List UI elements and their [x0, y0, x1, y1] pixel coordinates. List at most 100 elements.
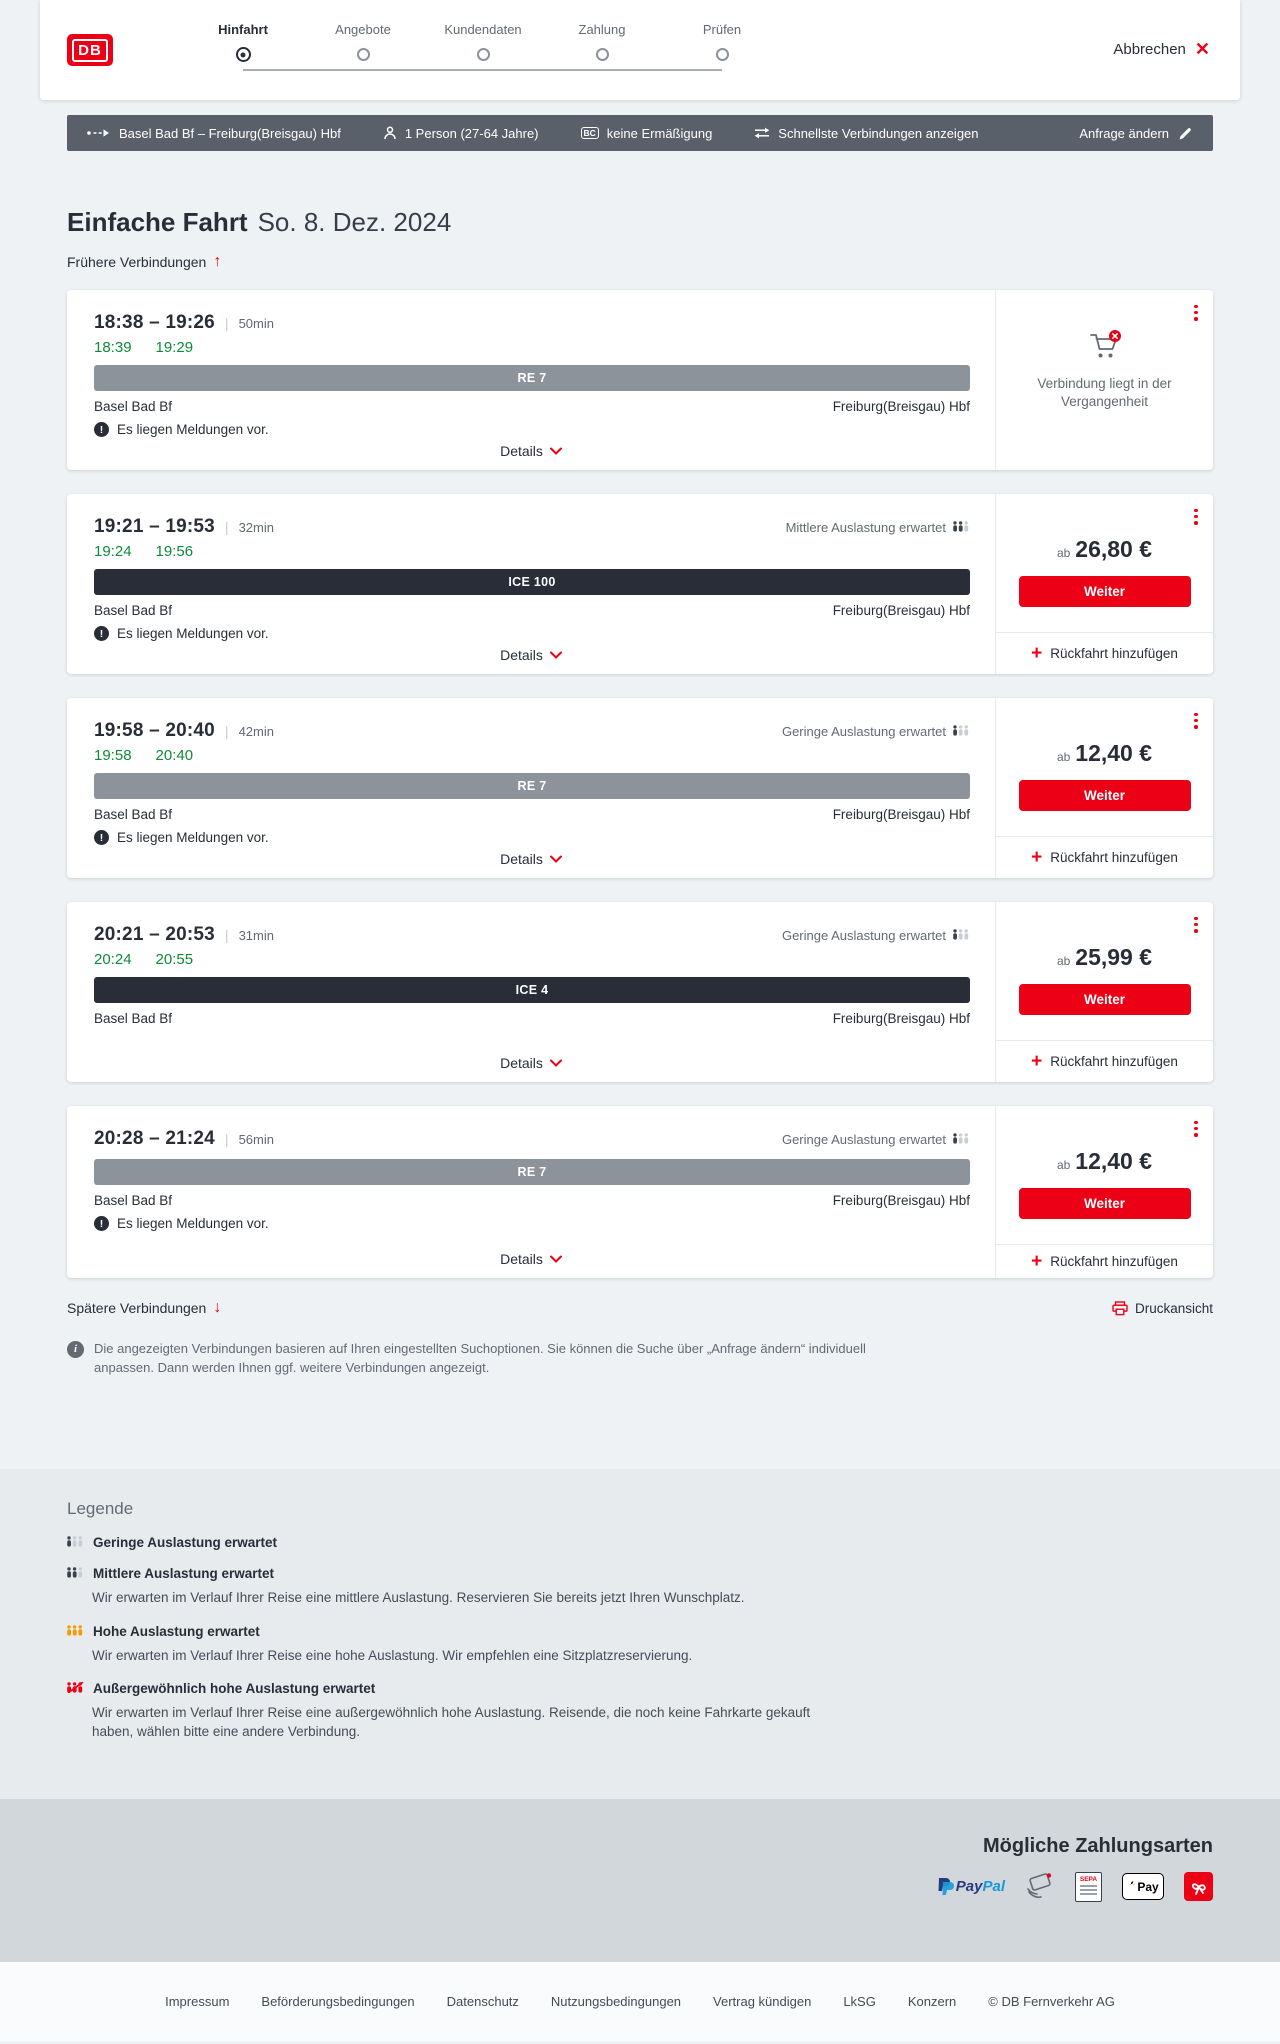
footer-link[interactable]: Impressum: [165, 1993, 230, 2009]
add-return-button[interactable]: + Rückfahrt hinzufügen: [1031, 847, 1178, 868]
legend-item-high: Hohe Auslastung erwartet Wir erwarten im…: [67, 1624, 1213, 1666]
destination-station: Freiburg(Breisgau) Hbf: [832, 1193, 970, 1208]
separator: |: [224, 927, 229, 943]
weiter-button[interactable]: Weiter: [1018, 780, 1191, 811]
step-dot-active: [235, 47, 251, 62]
plus-icon: +: [1031, 643, 1043, 664]
cancel-button[interactable]: Abbrechen ✕: [1113, 39, 1210, 59]
occupancy-medium-icon: [67, 1566, 84, 1581]
weiter-button[interactable]: Weiter: [1018, 984, 1191, 1015]
arrow-up-icon: ↑: [213, 253, 222, 270]
messages-note: ! Es liegen Meldungen vor.: [94, 626, 970, 641]
earlier-connections-link[interactable]: Frühere Verbindungen ↑: [67, 253, 222, 271]
weiter-button[interactable]: Weiter: [1018, 576, 1191, 607]
add-return-button[interactable]: + Rückfahrt hinzufügen: [1031, 1051, 1178, 1072]
connection-main: 19:58 – 20:40 | 42min Geringe Auslastung…: [67, 698, 995, 878]
footer-link[interactable]: LkSG: [843, 1993, 876, 2009]
connection-time: 19:58 – 20:40: [94, 720, 215, 741]
details-toggle[interactable]: Details: [67, 1055, 995, 1071]
realtime-arrival: 20:55: [155, 951, 194, 968]
edit-request-button[interactable]: Anfrage ändern: [1079, 126, 1193, 141]
train-label: RE 7: [94, 365, 970, 391]
details-toggle[interactable]: Details: [67, 647, 995, 663]
price-prefix: ab: [1056, 750, 1071, 764]
step-dot: [356, 48, 370, 61]
legend-title: Legende: [67, 1498, 134, 1518]
step-kundendaten: Kundendaten: [423, 22, 543, 61]
train-label: RE 7: [94, 773, 970, 799]
occupancy-icon: [953, 1132, 970, 1147]
fastest-connections-option[interactable]: Schnellste Verbindungen anzeigen: [754, 126, 979, 141]
more-options-menu[interactable]: [1192, 912, 1200, 937]
price-value: 26,80 €: [1075, 536, 1153, 562]
origin-station: Basel Bad Bf: [94, 399, 173, 414]
connection-duration: 56min: [238, 1132, 274, 1147]
price-value: 12,40 €: [1075, 740, 1153, 766]
occupancy-icon: [953, 928, 970, 943]
footer-link[interactable]: Nutzungsbedingungen: [550, 1993, 682, 2009]
stepper-line: [243, 69, 722, 71]
price-prefix: ab: [1056, 546, 1071, 560]
journey-icon: [87, 129, 109, 137]
footer-link[interactable]: Vertrag kündigen: [713, 1993, 812, 2009]
footer-link[interactable]: Datenschutz: [446, 1993, 519, 2009]
realtime-departure: 19:58: [94, 747, 132, 764]
connection-card: 20:28 – 21:24 | 56min Geringe Auslastung…: [67, 1106, 1213, 1278]
more-options-menu[interactable]: [1192, 300, 1200, 325]
booking-stepper: Hinfahrt Angebote Kundendaten Zahlung Pr…: [200, 22, 770, 82]
train-label: ICE 4: [94, 977, 970, 1003]
connection-main: 20:28 – 21:24 | 56min Geringe Auslastung…: [67, 1106, 995, 1278]
details-toggle[interactable]: Details: [67, 443, 995, 459]
destination-station: Freiburg(Breisgau) Hbf: [832, 399, 970, 414]
occupancy-indicator: Geringe Auslastung erwartet: [782, 724, 970, 739]
connection-time: 19:21 – 19:53: [94, 516, 215, 537]
details-toggle[interactable]: Details: [67, 1251, 995, 1267]
realtime-arrival: 19:29: [155, 339, 194, 356]
connection-side-panel: ab 26,80 € Weiter + Rückfahrt hinzufügen: [995, 494, 1213, 674]
step-angebote: Angebote: [303, 22, 423, 61]
realtime-arrival: 19:56: [155, 543, 194, 560]
connection-card: 19:58 – 20:40 | 42min Geringe Auslastung…: [67, 698, 1213, 878]
step-pruefen: Prüfen: [662, 22, 782, 61]
origin-station: Basel Bad Bf: [94, 1193, 173, 1208]
occupancy-label: Geringe Auslastung erwartet: [781, 1132, 946, 1147]
more-options-menu[interactable]: [1192, 708, 1200, 733]
separator: |: [224, 315, 229, 331]
print-view-link[interactable]: Druckansicht: [1112, 1301, 1213, 1316]
db-logo-text: DB: [72, 38, 108, 62]
connection-main: 19:21 – 19:53 | 32min Mittlere Auslastun…: [67, 494, 995, 674]
footer-link[interactable]: Beförderungsbedingungen: [261, 1993, 415, 2009]
page-title: Einfache Fahrt So. 8. Dez. 2024: [67, 207, 452, 237]
add-return-button[interactable]: + Rückfahrt hinzufügen: [1031, 1251, 1178, 1272]
later-connections-link[interactable]: Spätere Verbindungen ↓: [67, 1299, 222, 1317]
more-options-menu[interactable]: [1192, 504, 1200, 529]
printer-icon: [1112, 1300, 1128, 1315]
more-options-menu[interactable]: [1192, 1116, 1200, 1141]
connection-main: 20:21 – 20:53 | 31min Geringe Auslastung…: [67, 902, 995, 1082]
connection-duration: 31min: [238, 928, 274, 943]
connection-duration: 50min: [238, 316, 274, 331]
step-dot: [476, 48, 490, 61]
destination-station: Freiburg(Breisgau) Hbf: [832, 807, 970, 822]
chevron-down-icon: [549, 1059, 562, 1067]
copyright-text: © DB Fernverkehr AG: [988, 1993, 1115, 2009]
train-label: ICE 100: [94, 569, 970, 595]
connection-card: 18:38 – 19:26 | 50min 18:39 19:29 RE 7 B…: [67, 290, 1213, 470]
legend-item-medium: Mittlere Auslastung erwartet Wir erwarte…: [67, 1566, 1213, 1608]
warning-icon: !: [94, 1216, 109, 1231]
add-return-button[interactable]: + Rückfahrt hinzufügen: [1031, 643, 1178, 664]
results-footer-row: Spätere Verbindungen ↓ Druckansicht: [67, 1299, 1213, 1317]
side-divider: [996, 1040, 1213, 1041]
occupancy-indicator: Geringe Auslastung erwartet: [782, 928, 970, 943]
weiter-button[interactable]: Weiter: [1018, 1188, 1191, 1219]
side-divider: [996, 632, 1213, 633]
details-toggle[interactable]: Details: [67, 851, 995, 867]
footer-link[interactable]: Konzern: [907, 1993, 957, 2009]
plus-icon: +: [1031, 847, 1043, 868]
person-icon: [384, 126, 396, 140]
separator: |: [224, 1131, 229, 1147]
legend-item-low: Geringe Auslastung erwartet: [67, 1535, 1213, 1550]
price-value: 25,99 €: [1075, 944, 1153, 970]
credit-card-icon: [1027, 1873, 1052, 1899]
payment-title: Mögliche Zahlungsarten: [982, 1834, 1213, 1857]
